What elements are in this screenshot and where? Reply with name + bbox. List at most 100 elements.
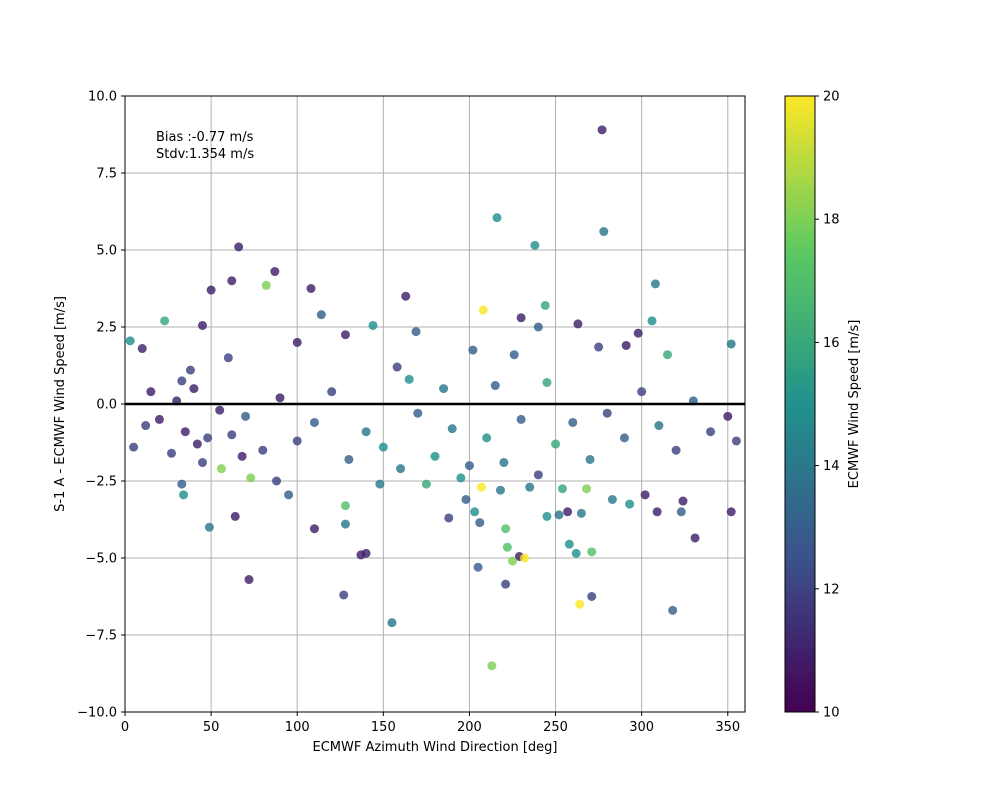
data-point — [306, 284, 316, 293]
data-point — [575, 599, 585, 609]
data-point — [490, 381, 500, 391]
colorbar-ticks: 10 12 14 16 18 20 — [815, 90, 840, 721]
data-point — [204, 522, 214, 532]
data-point — [421, 479, 431, 489]
colorbar-tick-label: 16 — [823, 336, 840, 351]
data-point — [340, 519, 350, 529]
data-point — [198, 458, 207, 468]
data-point — [137, 344, 147, 354]
data-point — [533, 322, 543, 332]
y-tick-label: 2.5 — [96, 321, 117, 336]
data-point — [198, 320, 207, 330]
data-points — [125, 125, 741, 671]
data-point — [495, 485, 505, 495]
data-point — [571, 548, 581, 558]
data-point — [275, 393, 285, 403]
data-point — [542, 511, 552, 521]
data-point — [563, 507, 573, 517]
data-point — [261, 280, 271, 290]
data-point — [587, 592, 597, 601]
data-point — [619, 433, 629, 443]
y-tick-label: 0.0 — [96, 398, 117, 413]
data-point — [663, 350, 672, 360]
data-point — [258, 445, 268, 455]
data-point — [509, 350, 519, 360]
data-point — [587, 547, 597, 557]
data-point — [599, 227, 609, 237]
data-point — [387, 618, 397, 628]
data-point — [203, 433, 213, 443]
data-point — [223, 353, 233, 363]
y-tick-label: −2.5 — [85, 475, 117, 490]
data-point — [573, 319, 583, 329]
y-axis-ticks: −10.0 −7.5 −5.0 −2.5 0.0 2.5 5.0 7.5 10.0 — [77, 90, 125, 721]
x-tick-label: 300 — [629, 720, 654, 735]
data-point — [671, 445, 681, 455]
data-point — [690, 533, 700, 543]
data-point — [392, 362, 402, 372]
x-tick-label: 150 — [371, 720, 396, 735]
data-point — [234, 242, 244, 252]
data-point — [413, 408, 423, 418]
data-point — [554, 510, 564, 520]
data-point — [516, 414, 526, 424]
y-tick-label: 5.0 — [96, 244, 117, 259]
data-point — [368, 320, 378, 330]
colorbar-tick-label: 12 — [823, 582, 840, 597]
data-point — [676, 507, 686, 517]
data-point — [650, 279, 660, 289]
data-point — [456, 473, 466, 483]
data-point — [501, 524, 511, 534]
data-point — [621, 340, 631, 350]
data-point — [179, 490, 189, 500]
data-point — [189, 384, 199, 394]
data-point — [726, 339, 736, 349]
x-tick-label: 100 — [285, 720, 310, 735]
data-point — [216, 464, 226, 474]
data-point — [508, 556, 517, 566]
data-point — [447, 424, 457, 434]
data-point — [557, 484, 567, 494]
data-point — [375, 479, 385, 489]
data-point — [468, 345, 478, 355]
data-point — [520, 553, 530, 563]
y-axis-label: S-1 A - ECMWF Wind Speed [m/s] — [53, 296, 68, 512]
data-point — [499, 458, 509, 468]
data-point — [726, 507, 736, 517]
data-point — [411, 327, 421, 337]
data-point — [270, 267, 280, 277]
x-tick-label: 0 — [121, 720, 129, 735]
data-point — [237, 451, 247, 461]
data-point — [582, 484, 592, 494]
data-point — [361, 548, 371, 558]
data-point — [640, 490, 650, 500]
colorbar-tick-label: 18 — [823, 213, 840, 228]
data-point — [731, 436, 741, 446]
data-point — [444, 513, 454, 523]
data-point — [404, 374, 414, 384]
data-point — [482, 433, 492, 443]
x-tick-label: 250 — [543, 720, 568, 735]
data-point — [241, 411, 251, 421]
colorbar-tick-label: 20 — [823, 90, 840, 105]
data-point — [637, 387, 647, 397]
data-point — [396, 464, 406, 474]
data-point — [340, 330, 350, 340]
data-point — [344, 454, 354, 464]
data-point — [378, 442, 388, 452]
data-point — [551, 439, 561, 449]
x-tick-label: 50 — [203, 720, 220, 735]
data-point — [633, 328, 643, 338]
colorbar-label: ECMWF Wind Speed [m/s] — [847, 320, 862, 489]
data-point — [430, 451, 440, 461]
data-point — [244, 575, 254, 585]
data-point — [475, 518, 485, 528]
data-point — [501, 579, 511, 589]
data-point — [706, 427, 716, 437]
data-point — [167, 448, 176, 458]
data-point — [564, 539, 574, 549]
data-point — [284, 490, 294, 500]
data-point — [177, 479, 187, 489]
data-point — [177, 376, 187, 386]
x-tick-label: 350 — [715, 720, 740, 735]
